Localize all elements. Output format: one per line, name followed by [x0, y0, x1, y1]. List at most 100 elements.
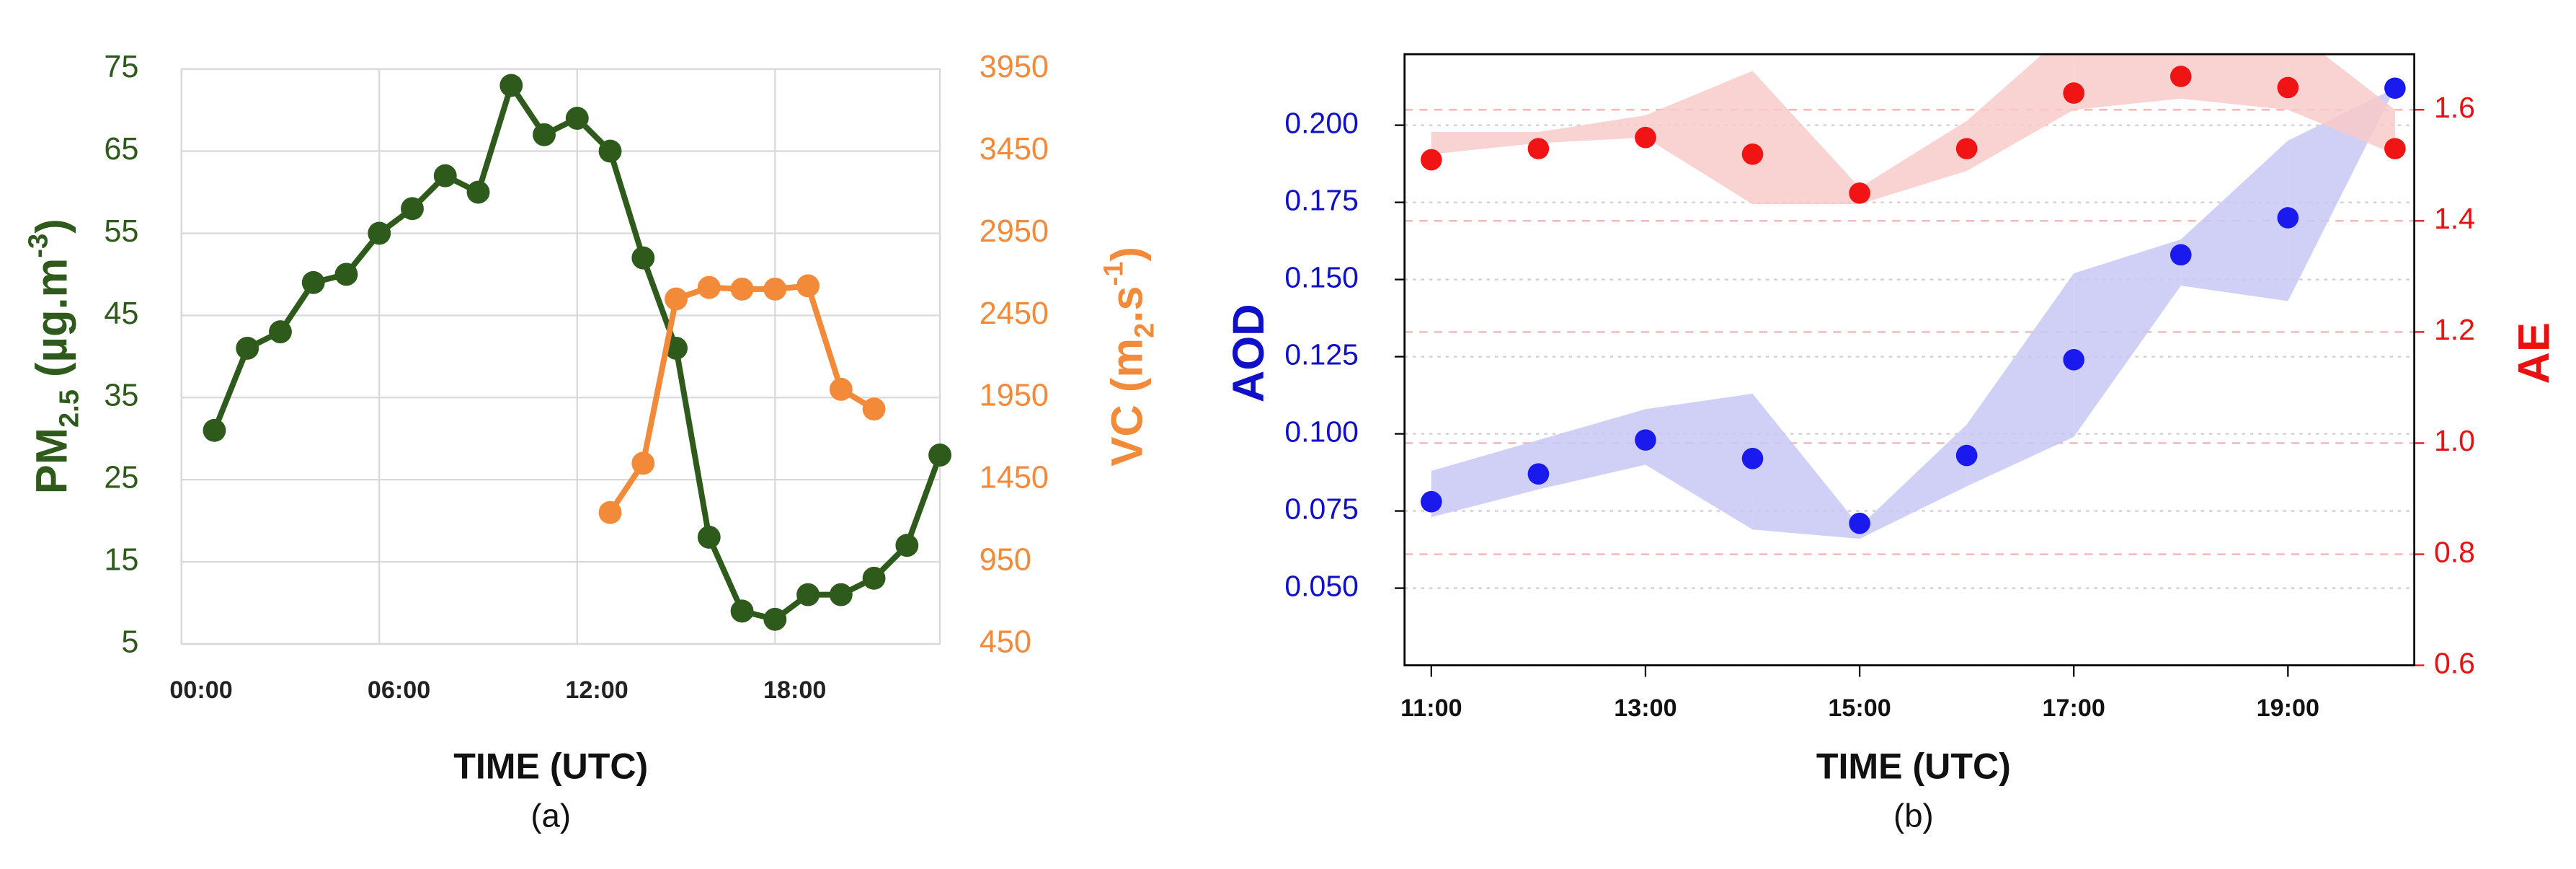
data-point: [796, 274, 820, 298]
data-point: [2384, 77, 2406, 100]
data-point: [730, 277, 754, 301]
y2-tick-label: 2950: [980, 214, 1049, 249]
y2-tick-label: 1450: [980, 461, 1049, 495]
x-tick-label: 15:00: [1828, 694, 1891, 722]
x-tick-label: 17:00: [2043, 694, 2105, 722]
y-tick-label: 0.075: [1284, 492, 1359, 525]
y-tick-label: 0.125: [1284, 338, 1359, 371]
y2-tick-label: 1.6: [2434, 91, 2475, 124]
y-tick-label: 15: [104, 542, 138, 577]
data-point: [301, 270, 325, 294]
y-tick-label: 25: [104, 461, 138, 495]
data-point: [2169, 66, 2192, 87]
data-point: [598, 500, 622, 524]
x-axis-label: TIME (UTC): [1816, 746, 2011, 786]
data-point: [2063, 82, 2085, 104]
y2-tick-label: 450: [980, 625, 1031, 659]
data-point: [1635, 126, 1656, 149]
y-axis-label-part: 2.5: [53, 389, 84, 428]
uncertainty-band: [1860, 424, 1967, 539]
data-point: [1741, 447, 1764, 469]
y-tick-label: 0.050: [1284, 569, 1359, 602]
uncertainty-band: [1966, 54, 2074, 171]
data-point: [1955, 138, 1978, 159]
y2-axis-label-part: .s: [1103, 286, 1152, 322]
y-tick-label: 0.200: [1284, 106, 1359, 139]
data-point: [2384, 138, 2406, 159]
data-point: [895, 534, 919, 557]
data-point: [401, 197, 424, 221]
data-point: [697, 525, 721, 549]
data-point: [1635, 429, 1656, 451]
y-axis-label: PM2.5 (µg.m-3): [22, 219, 84, 494]
plot-frame: [1403, 53, 2415, 666]
y2-tick-label: 950: [980, 542, 1031, 577]
data-point: [796, 583, 820, 606]
uncertainty-band: [2074, 239, 2181, 437]
data-point: [829, 583, 853, 606]
y-axis-label-part: PM: [27, 428, 77, 494]
y2-tick-label: 0.6: [2434, 646, 2475, 679]
y2-tick-label: 2450: [980, 296, 1049, 331]
data-point: [631, 451, 655, 475]
y-tick-label: 75: [104, 50, 138, 84]
caption: (b): [1893, 797, 1934, 834]
y-tick-label: 5: [121, 625, 138, 659]
y-axis-label-part: ): [27, 219, 77, 233]
uncertainty-band: [2180, 54, 2288, 110]
y-tick-label: 0.150: [1284, 260, 1359, 294]
data-point: [2169, 244, 2192, 266]
uncertainty-band: [1860, 120, 1967, 205]
y2-tick-label: 1.4: [2434, 202, 2475, 235]
data-point: [334, 263, 358, 286]
uncertainty-band: [2288, 54, 2395, 154]
x-tick-label: 18:00: [763, 676, 826, 704]
y2-axis-label: VC (m2.s-1): [1098, 247, 1160, 467]
y2-tick-label: 0.8: [2434, 535, 2475, 568]
uncertainty-band: [1431, 440, 1539, 518]
data-point: [598, 139, 622, 163]
uncertainty-band: [1538, 409, 1645, 490]
x-axis-label: TIME (UTC): [453, 746, 648, 786]
y-tick-label: 0.175: [1284, 183, 1359, 216]
uncertainty-band: [1645, 71, 1753, 205]
data-point: [697, 275, 721, 299]
data-point: [763, 277, 787, 301]
data-point: [236, 336, 259, 360]
caption: (a): [530, 797, 571, 834]
x-tick-label: 00:00: [169, 676, 232, 704]
data-point: [565, 107, 589, 130]
x-tick-label: 11:00: [1400, 694, 1462, 722]
uncertainty-band: [2288, 88, 2395, 301]
data-point: [466, 180, 490, 204]
y2-tick-label: 3950: [980, 50, 1049, 84]
uncertainty-band: [1431, 132, 1539, 154]
y-tick-label: 45: [104, 296, 138, 331]
y2-axis-label-part: -1: [1098, 261, 1129, 286]
y2-axis-label-part: 2: [1129, 323, 1160, 338]
plot-frame: [180, 68, 941, 645]
y-axis-label-part: -3: [22, 234, 53, 258]
y2-tick-label: 1950: [980, 379, 1049, 413]
data-point: [763, 607, 787, 631]
uncertainty-band: [1752, 71, 1860, 205]
data-point: [631, 246, 655, 270]
data-point: [862, 566, 886, 590]
data-point: [368, 221, 391, 245]
y-axis-label-part: (µg.m: [27, 258, 77, 389]
data-point: [1849, 182, 1870, 204]
x-tick-label: 12:00: [565, 676, 628, 704]
data-point: [2277, 76, 2299, 99]
data-point: [269, 320, 292, 344]
data-point: [1421, 149, 1442, 171]
y-axis-label: AOD: [1224, 304, 1274, 402]
y2-tick-label: 1.2: [2434, 313, 2475, 346]
data-point: [665, 336, 688, 360]
data-point: [203, 418, 226, 442]
data-point: [665, 287, 688, 311]
plot-area: [1404, 54, 2415, 666]
data-point: [1955, 444, 1978, 467]
data-point: [862, 397, 886, 421]
x-tick-label: 06:00: [368, 676, 430, 704]
